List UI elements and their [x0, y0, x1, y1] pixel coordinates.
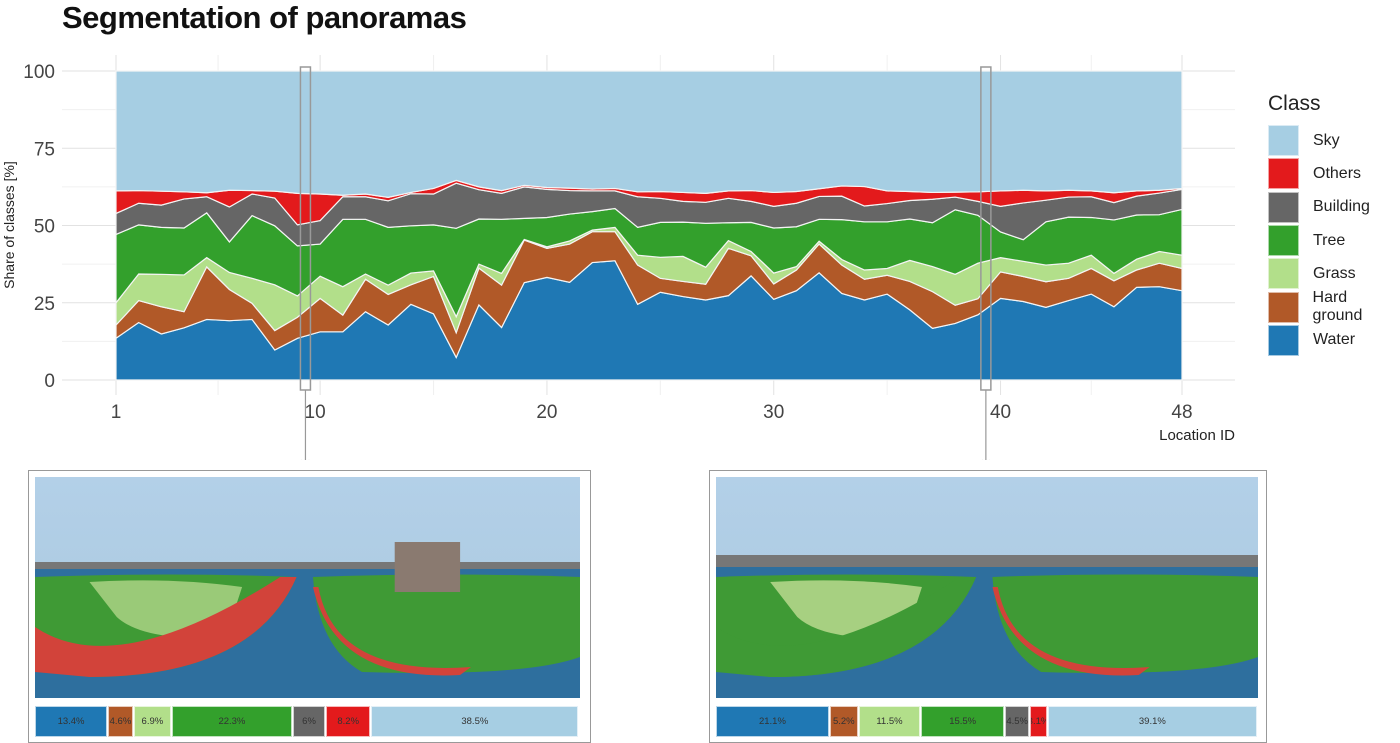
share-segment-grass: 6.9%: [133, 706, 171, 737]
y-tick-label: 25: [34, 294, 55, 315]
x-tick-label: 20: [536, 402, 557, 423]
share-segment-building: 6%: [292, 706, 326, 737]
y-tick-label: 100: [23, 62, 55, 83]
legend-swatch: [1268, 291, 1299, 323]
legend-item-grass: Grass: [1268, 257, 1400, 290]
share-segment-water: 21.1%: [716, 706, 829, 737]
share-segment-hard-ground: 5.2%: [829, 706, 858, 737]
legend-label: Building: [1313, 198, 1370, 216]
share-segment-grass: 11.5%: [858, 706, 921, 737]
legend-swatch: [1268, 225, 1299, 257]
page-title: Segmentation of panoramas: [62, 0, 467, 35]
legend-item-sky: Sky: [1268, 124, 1400, 157]
panorama-panel-2: 21.1%5.2%11.5%15.5%4.5%3.1%39.1%: [709, 470, 1267, 743]
legend-label: Grass: [1313, 264, 1356, 282]
legend-label: Sky: [1313, 131, 1340, 149]
tick-labels: 0 25 50 75 100 1 10 20 30 40 48: [23, 62, 1192, 423]
x-tick-label: 30: [763, 402, 784, 423]
legend-swatch: [1268, 158, 1299, 190]
y-tick-label: 0: [44, 371, 55, 392]
panorama-panel-1: 13.4% 4.6% 6.9% 22.3% 6% 8.2% 38.5%: [28, 470, 591, 743]
legend-item-tree: Tree: [1268, 224, 1400, 257]
x-tick-label: 10: [305, 402, 326, 423]
legend-label: Hard ground: [1312, 289, 1363, 325]
share-segment-sky: 38.5%: [371, 706, 579, 737]
share-segment-sky: 39.1%: [1047, 706, 1257, 737]
share-segment-others: 8.2%: [326, 706, 371, 737]
legend-swatch: [1268, 125, 1299, 157]
y-axis-label: Share of classes [%]: [1, 161, 17, 289]
share-bar-1: 13.4% 4.6% 6.9% 22.3% 6% 8.2% 38.5%: [35, 706, 580, 737]
areas: [115, 70, 1183, 381]
x-tick-label: 1: [111, 402, 122, 423]
legend-swatch: [1268, 324, 1299, 356]
legend-label: Others: [1313, 164, 1362, 182]
x-tick-label: 40: [990, 402, 1011, 423]
area-sky: [115, 70, 1183, 198]
share-bar-2: 21.1%5.2%11.5%15.5%4.5%3.1%39.1%: [716, 706, 1258, 737]
legend: Class Sky Others Building Tree Grass Hard gro…: [1268, 92, 1400, 357]
y-tick-label: 75: [34, 139, 55, 160]
legend-swatch: [1268, 191, 1299, 223]
panorama-image-2: [716, 477, 1258, 698]
share-segment-hard-ground: 4.6%: [108, 706, 133, 737]
share-segment-building: 4.5%: [1005, 706, 1030, 737]
x-axis-label: Location ID: [1159, 427, 1235, 444]
legend-label: Water: [1313, 331, 1356, 349]
legend-item-water: Water: [1268, 324, 1400, 357]
panorama-image-1: [35, 477, 580, 698]
legend-swatch: [1268, 258, 1299, 290]
share-segment-others: 3.1%: [1030, 706, 1047, 737]
x-tick-label: 48: [1171, 402, 1192, 423]
share-segment-tree: 15.5%: [921, 706, 1005, 737]
y-tick-label: 50: [34, 217, 55, 238]
legend-item-building: Building: [1268, 191, 1400, 224]
highlight-boxes: [299, 66, 992, 460]
legend-item-others: Others: [1268, 157, 1400, 190]
legend-item-hard-ground: Hard ground: [1268, 289, 1400, 325]
legend-label: Tree: [1313, 231, 1346, 249]
share-segment-water: 13.4%: [35, 706, 108, 737]
share-segment-tree: 22.3%: [171, 706, 292, 737]
legend-title: Class: [1268, 92, 1321, 115]
stacked-area-chart: 0 25 50 75 100 1 10 20 30 40 48 Share of classes […: [1, 55, 1235, 460]
